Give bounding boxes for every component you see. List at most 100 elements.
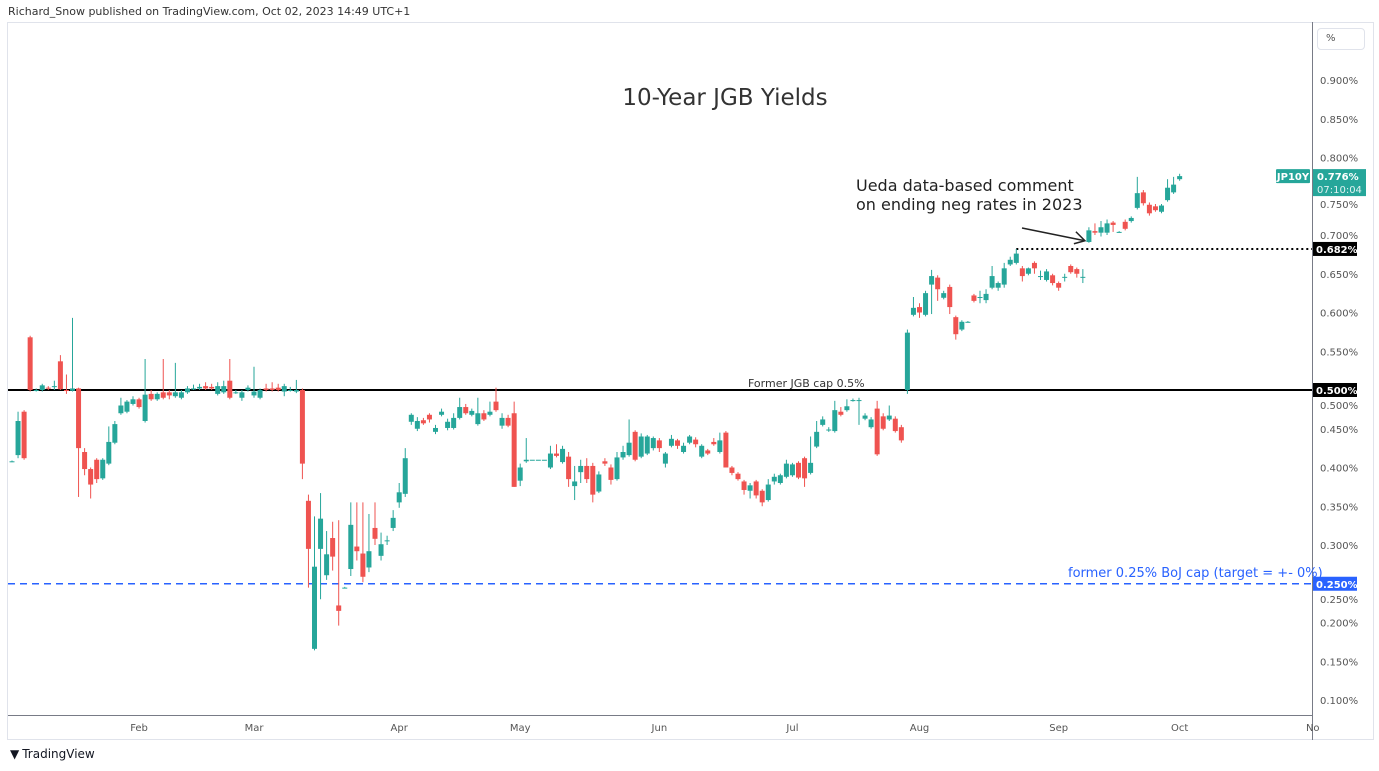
candle-body-up bbox=[771, 476, 777, 482]
candle-body-down bbox=[874, 408, 880, 455]
x-tick-label: No bbox=[1306, 723, 1320, 734]
candle-body-down bbox=[57, 361, 63, 390]
symbol-label: JP10Y bbox=[1276, 172, 1310, 183]
candle-body-up bbox=[106, 441, 112, 464]
annotation-arrow bbox=[1021, 227, 1086, 242]
candle-body-up bbox=[959, 321, 965, 330]
candle-body-up bbox=[832, 410, 838, 432]
candle-body-down bbox=[590, 465, 596, 495]
candle-body-down bbox=[63, 390, 69, 391]
brand-label: TradingView bbox=[22, 747, 95, 761]
symbol-badge bbox=[1276, 169, 1310, 184]
candle-body-up bbox=[820, 419, 826, 425]
candle-body-down bbox=[209, 386, 215, 389]
candle-body-up bbox=[644, 436, 650, 454]
y-tick-label: 0.350% bbox=[1320, 502, 1358, 513]
ueda-annotation-line2: on ending neg rates in 2023 bbox=[856, 195, 1083, 214]
candle-body-up bbox=[844, 406, 850, 411]
candle-body-up bbox=[614, 457, 620, 480]
candle-body-up bbox=[70, 388, 75, 391]
candle-body-up bbox=[1038, 276, 1043, 278]
candle-body-down bbox=[203, 386, 209, 389]
candle-body-up bbox=[1104, 223, 1110, 233]
x-tick-label: Sep bbox=[1049, 723, 1068, 734]
candle-body-up bbox=[529, 459, 535, 461]
y-tick-label: 0.850% bbox=[1320, 115, 1358, 126]
candle-body-down bbox=[505, 417, 511, 426]
candle-body-up bbox=[868, 419, 874, 428]
candle-body-up bbox=[33, 390, 39, 391]
candle-body-up bbox=[523, 459, 529, 462]
candle-body-down bbox=[723, 432, 729, 468]
candle-body-down bbox=[759, 490, 765, 503]
candle-body-up bbox=[439, 411, 445, 415]
candle-body-up bbox=[130, 399, 136, 404]
published-byline: Richard_Snow published on TradingView.co… bbox=[8, 5, 411, 18]
candle-body-up bbox=[681, 445, 687, 452]
candle-body-down bbox=[917, 307, 922, 313]
chart-frame bbox=[7, 22, 1374, 740]
candle-body-up bbox=[233, 392, 239, 394]
candle-body-up bbox=[396, 492, 402, 503]
candle-body-up bbox=[983, 293, 989, 301]
candle-body-up bbox=[475, 413, 481, 425]
candle-body-down bbox=[360, 553, 366, 577]
x-tick-label: Mar bbox=[245, 723, 265, 734]
candle-body-down bbox=[675, 440, 680, 446]
candle-body-up bbox=[977, 297, 983, 298]
candle-body-down bbox=[336, 605, 342, 611]
candle-body-down bbox=[608, 467, 614, 480]
candle-body-up bbox=[1080, 276, 1086, 278]
former-cap-line-price-label: 0.500% bbox=[1316, 386, 1358, 397]
candle-body-up bbox=[445, 421, 451, 428]
candle-body-down bbox=[1056, 283, 1062, 288]
candle-body-down bbox=[45, 387, 51, 389]
candle-body-up bbox=[457, 407, 463, 418]
candle-body-down bbox=[602, 461, 608, 464]
candle-body-down bbox=[735, 473, 741, 480]
candle-body-up bbox=[1177, 176, 1183, 180]
candle-body-up bbox=[1128, 217, 1134, 222]
candle-body-up bbox=[197, 386, 203, 389]
candle-body-down bbox=[838, 411, 844, 415]
candle-body-up bbox=[1098, 227, 1104, 233]
y-tick-label: 0.700% bbox=[1320, 231, 1358, 242]
candle-body-down bbox=[263, 388, 269, 390]
candle-body-down bbox=[82, 452, 88, 470]
y-tick-label: 0.500% bbox=[1320, 401, 1358, 412]
candle-body-up bbox=[9, 461, 15, 463]
ueda-level-line-price-badge bbox=[1313, 241, 1357, 256]
candle-body-down bbox=[880, 416, 886, 429]
candle-body-up bbox=[765, 484, 771, 501]
price-unit-button[interactable]: % bbox=[1317, 28, 1365, 50]
candle-body-up bbox=[342, 587, 348, 589]
candle-body-down bbox=[693, 439, 699, 445]
candle-body-up bbox=[747, 485, 753, 491]
x-tick-label: May bbox=[510, 723, 531, 734]
y-tick-label: 0.400% bbox=[1320, 464, 1358, 475]
candle-body-down bbox=[305, 500, 311, 549]
candle-body-down bbox=[1092, 231, 1098, 233]
candle-body-up bbox=[886, 415, 892, 420]
candle-body-up bbox=[596, 474, 602, 492]
y-tick-label: 0.550% bbox=[1320, 347, 1358, 358]
candle-body-down bbox=[935, 277, 941, 290]
candle-body-up bbox=[814, 431, 820, 447]
candle-body-down bbox=[330, 538, 336, 557]
y-tick-label: 0.150% bbox=[1320, 657, 1358, 668]
candle-body-up bbox=[451, 417, 457, 428]
candle-body-down bbox=[892, 418, 898, 432]
y-tick-label: 0.600% bbox=[1320, 309, 1358, 320]
candle-body-up bbox=[1171, 184, 1177, 193]
candle-body-up bbox=[517, 467, 523, 481]
candle-body-up bbox=[560, 448, 566, 463]
candle-body-down bbox=[463, 407, 469, 414]
candle-body-down bbox=[88, 469, 94, 485]
candle-body-up bbox=[112, 424, 118, 443]
candle-body-down bbox=[1068, 266, 1074, 273]
tradingview-brand[interactable]: ▼ TradingView bbox=[10, 747, 95, 761]
y-tick-label: 0.200% bbox=[1320, 619, 1358, 630]
y-tick-label: 0.900% bbox=[1320, 76, 1358, 87]
candle-body-up bbox=[1086, 230, 1092, 242]
